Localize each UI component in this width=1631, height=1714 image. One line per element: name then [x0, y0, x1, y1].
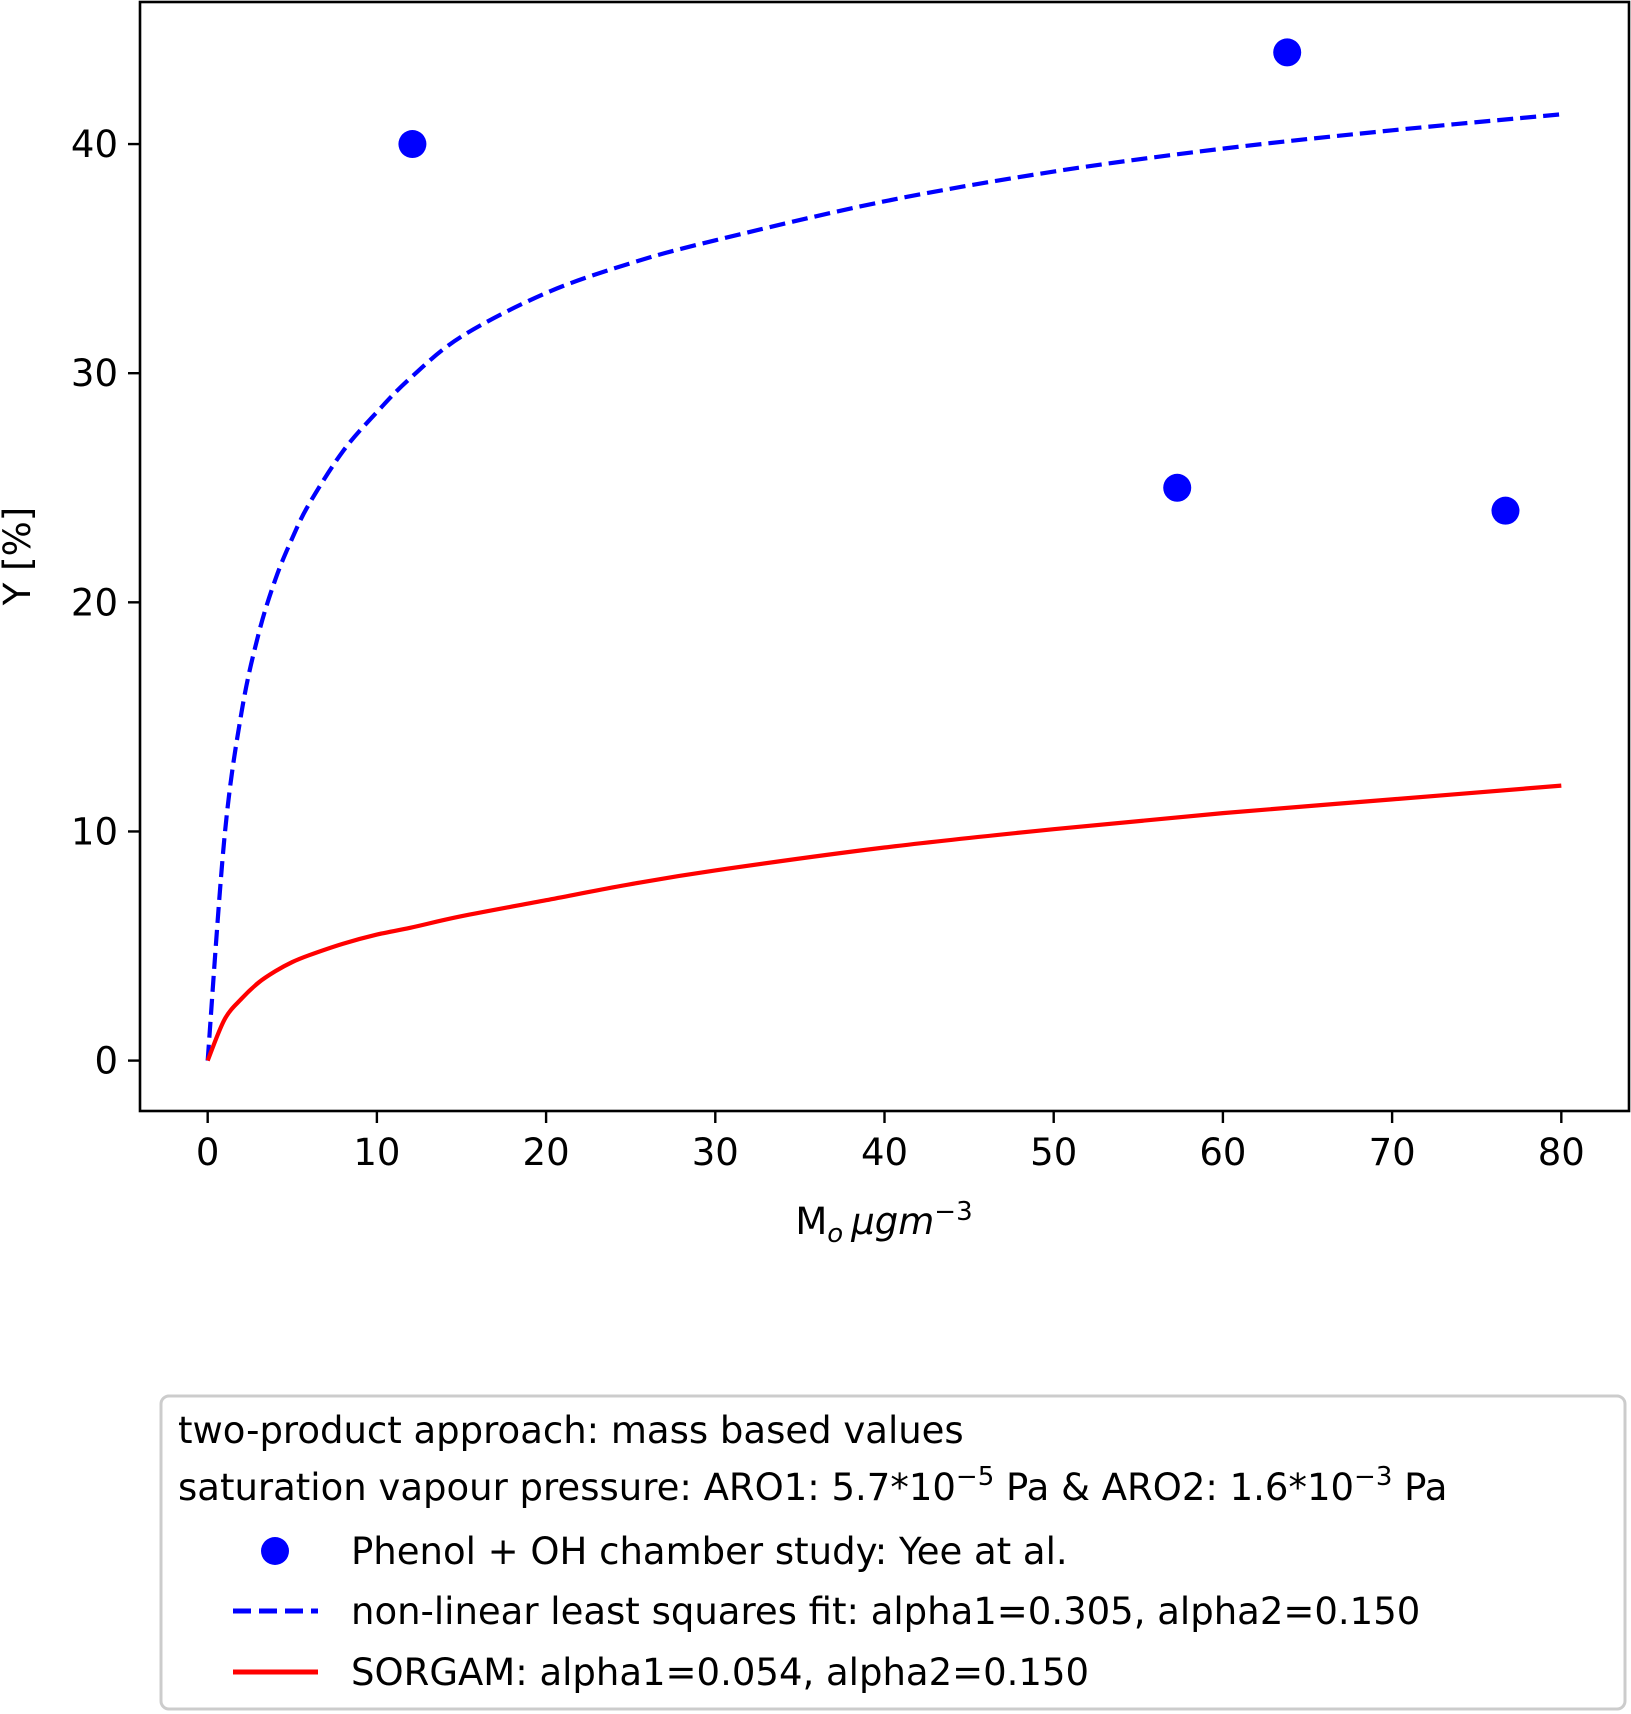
legend-marker-scatter — [261, 1537, 289, 1565]
series-sorgam-line — [205, 783, 1562, 1062]
y-tick-label: 40 — [71, 123, 118, 166]
y-tick-label: 10 — [71, 810, 118, 853]
x-tick-label: 0 — [196, 1131, 220, 1174]
x-axis: 0 10 20 30 40 50 60 70 80 — [196, 1111, 1585, 1174]
x-tick-label: 70 — [1369, 1131, 1416, 1174]
scatter-point — [1163, 473, 1192, 502]
scatter-point — [1273, 38, 1302, 67]
y-tick-label: 0 — [94, 1040, 118, 1083]
x-tick-label: 40 — [861, 1131, 908, 1174]
x-axis-label: Mo μgm−3 — [795, 1197, 972, 1249]
x-tick-label: 30 — [692, 1131, 739, 1174]
legend-entry-fit: non-linear least squares fit: alpha1=0.3… — [351, 1590, 1420, 1633]
y-tick-label: 20 — [71, 581, 118, 624]
legend-entry-scatter: Phenol + OH chamber study: Yee at al. — [351, 1530, 1068, 1573]
x-tick-label: 50 — [1030, 1131, 1077, 1174]
legend-box — [159, 1394, 1627, 1711]
scatter-point — [1491, 496, 1520, 525]
legend-title-line2: saturation vapour pressure: ARO1: 5.7*10… — [178, 1462, 1447, 1509]
plot-content — [205, 38, 1562, 1062]
legend: two-product approach: mass based values … — [159, 1394, 1627, 1711]
x-tick-label: 20 — [523, 1131, 570, 1174]
legend-title-line1: two-product approach: mass based values — [178, 1409, 964, 1452]
y-axis-label: Y [%] — [0, 507, 39, 606]
x-tick-label: 60 — [1199, 1131, 1246, 1174]
x-tick-label: 10 — [353, 1131, 400, 1174]
plot-frame — [138, 0, 1631, 1113]
y-axis: 0 10 20 30 40 — [71, 123, 140, 1083]
series-fit-line — [205, 112, 1562, 1061]
legend-entry-sorgam: SORGAM: alpha1=0.054, alpha2=0.150 — [351, 1651, 1089, 1694]
scatter-point — [398, 130, 427, 159]
x-tick-label: 80 — [1538, 1131, 1585, 1174]
y-tick-label: 30 — [71, 352, 118, 395]
